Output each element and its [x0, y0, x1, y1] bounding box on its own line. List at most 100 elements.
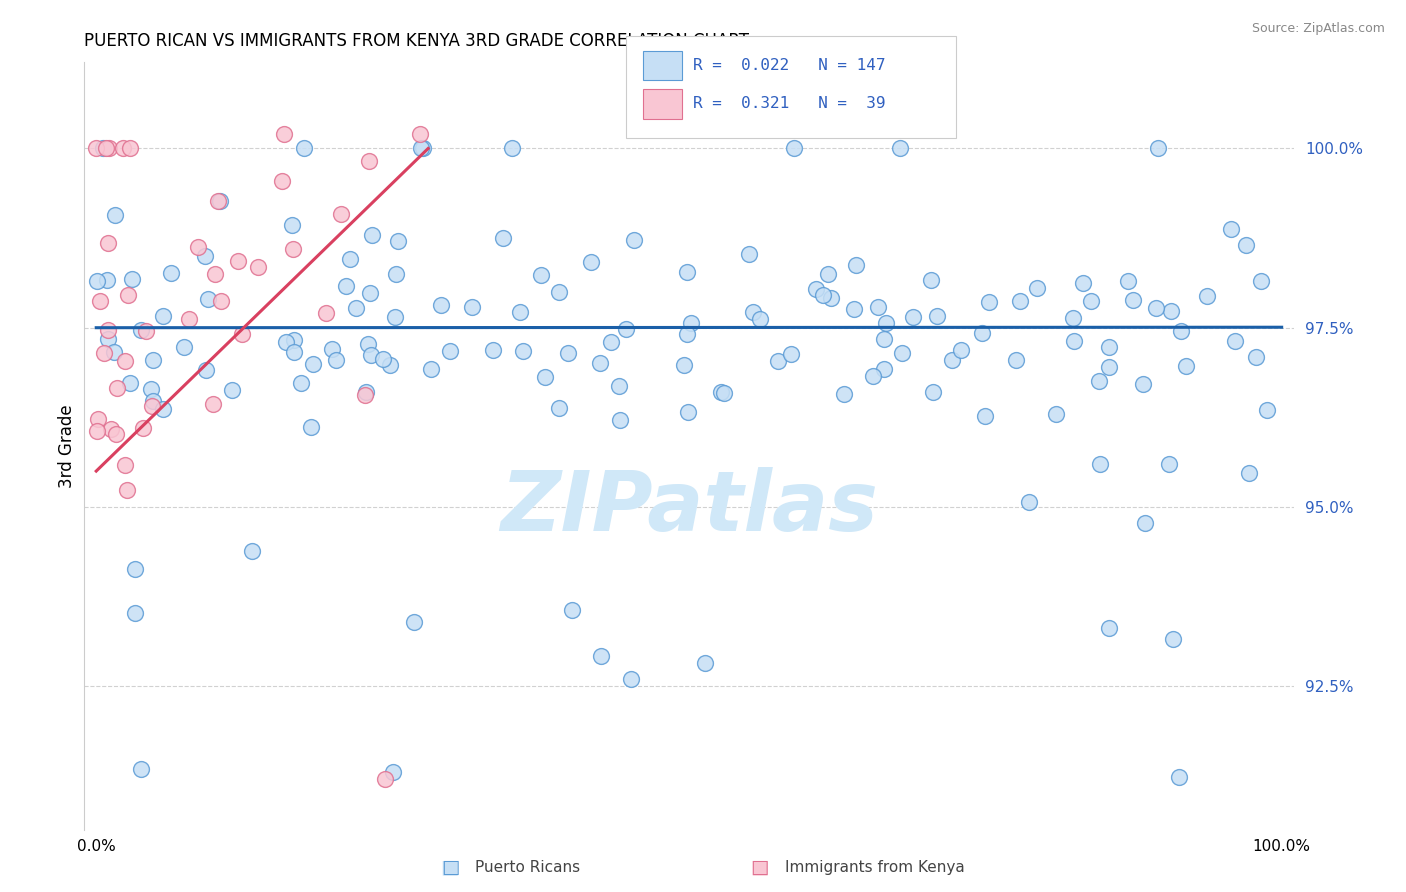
Point — [209, 293, 232, 308]
Point — [949, 343, 972, 358]
Point — [292, 141, 315, 155]
Point — [105, 381, 128, 395]
Point — [315, 306, 337, 320]
Point — [1097, 359, 1119, 374]
Point — [889, 141, 911, 155]
Point — [693, 657, 716, 671]
Point — [589, 356, 612, 370]
Point — [194, 249, 217, 263]
Point — [620, 672, 643, 686]
Point — [678, 405, 700, 419]
Point — [512, 343, 534, 358]
Point — [124, 561, 146, 575]
Point — [330, 207, 353, 221]
Point — [344, 301, 367, 316]
Text: ■: ■ — [749, 857, 769, 877]
Point — [1132, 376, 1154, 391]
Point — [97, 323, 120, 337]
Point — [557, 346, 579, 360]
Point — [820, 291, 842, 305]
Point — [1144, 301, 1167, 316]
Point — [862, 368, 884, 383]
Point — [378, 358, 401, 372]
Point — [247, 260, 270, 274]
Point — [374, 772, 396, 787]
Point — [152, 310, 174, 324]
Point — [274, 334, 297, 349]
Point — [283, 344, 305, 359]
Point — [1157, 457, 1180, 471]
Point — [1045, 407, 1067, 421]
Point — [903, 310, 925, 324]
Point — [501, 141, 523, 155]
Point — [384, 310, 406, 324]
Point — [845, 259, 868, 273]
Point — [129, 762, 152, 776]
Point — [129, 323, 152, 337]
Point — [609, 413, 631, 427]
Point — [335, 278, 357, 293]
Point — [280, 218, 302, 232]
Point — [240, 544, 263, 558]
Point — [97, 332, 120, 346]
Point — [353, 388, 375, 402]
Point — [1010, 294, 1032, 309]
Point — [121, 272, 143, 286]
Point — [1073, 277, 1095, 291]
Point — [561, 602, 583, 616]
Point — [1160, 304, 1182, 318]
Point — [187, 240, 209, 254]
Point — [873, 332, 896, 346]
Point — [87, 412, 110, 426]
Point — [339, 252, 361, 267]
Point — [1116, 274, 1139, 288]
Point — [675, 327, 697, 342]
Point — [273, 127, 295, 141]
Point — [132, 421, 155, 435]
Text: ■: ■ — [440, 857, 460, 877]
Y-axis label: 3rd Grade: 3rd Grade — [58, 404, 76, 488]
Point — [1174, 359, 1197, 374]
Point — [201, 397, 224, 411]
Point — [354, 385, 377, 400]
Point — [86, 141, 108, 155]
Point — [832, 387, 855, 401]
Point — [152, 402, 174, 417]
Point — [547, 285, 569, 299]
Point — [1239, 466, 1261, 480]
Point — [97, 235, 120, 250]
Point — [973, 409, 995, 423]
Point — [117, 483, 139, 497]
Point — [409, 141, 432, 155]
Point — [710, 384, 733, 399]
Point — [142, 352, 165, 367]
Point — [179, 311, 201, 326]
Point — [749, 312, 772, 326]
Point — [387, 235, 409, 249]
Point — [873, 362, 896, 376]
Point — [817, 267, 839, 281]
Point — [1223, 334, 1246, 349]
Point — [325, 352, 347, 367]
Point — [675, 265, 697, 279]
Point — [1018, 495, 1040, 509]
Point — [1133, 516, 1156, 530]
Point — [86, 424, 108, 438]
Point — [271, 174, 294, 188]
Point — [117, 288, 139, 302]
Point — [142, 393, 165, 408]
Point — [1250, 274, 1272, 288]
Point — [492, 231, 515, 245]
Point — [741, 305, 763, 319]
Point — [290, 376, 312, 390]
Point — [607, 379, 630, 393]
Point — [381, 764, 404, 779]
Point — [301, 420, 323, 434]
Point — [221, 383, 243, 397]
Point — [105, 426, 128, 441]
Text: Immigrants from Kenya: Immigrants from Kenya — [785, 860, 965, 874]
Point — [1122, 293, 1144, 307]
Point — [1234, 237, 1257, 252]
Point — [419, 362, 441, 376]
Point — [302, 357, 325, 371]
